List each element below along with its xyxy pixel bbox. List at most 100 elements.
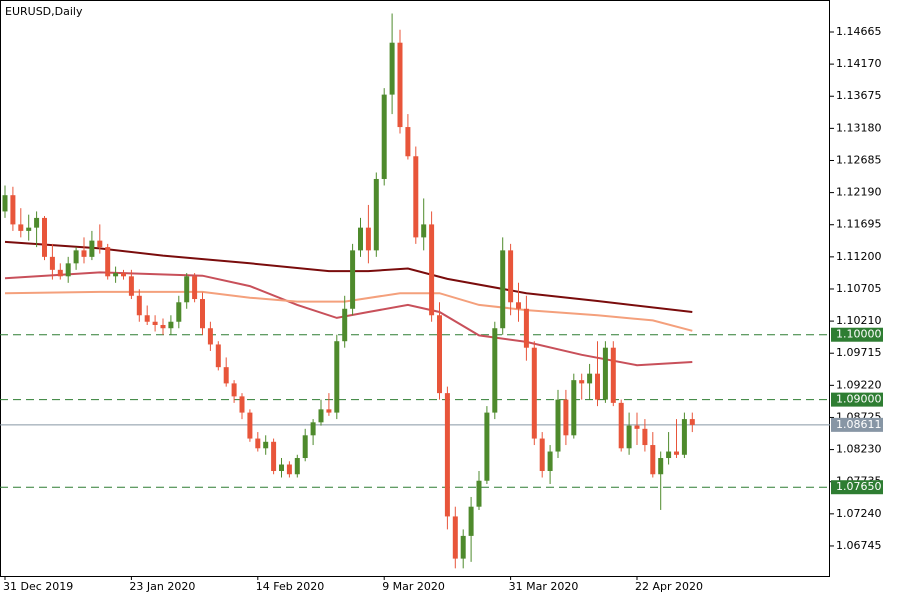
candle-body [263, 441, 269, 449]
candle-body [642, 428, 648, 446]
candle-body [358, 227, 363, 251]
candle-body [429, 224, 435, 316]
plot-frame [0, 0, 830, 577]
candle-body [381, 94, 387, 179]
level-label: 1.09000 [836, 393, 882, 406]
candle-body [476, 480, 482, 507]
candle-body [2, 195, 8, 212]
candle-body [500, 250, 506, 329]
x-tick-label: 14 Feb 2020 [256, 580, 324, 593]
candle-body [97, 240, 103, 248]
candle-body [26, 227, 32, 231]
y-tick-label: 1.11200 [836, 250, 882, 263]
candle-body [65, 263, 71, 277]
y-tick-label: 1.13675 [836, 89, 882, 102]
candle-body [626, 425, 632, 449]
candle-body [207, 328, 213, 345]
candle-body [421, 224, 427, 238]
candle-body [342, 308, 348, 342]
candle-body [587, 373, 593, 384]
y-tick-label: 1.08230 [836, 443, 882, 456]
candle-body [73, 250, 79, 264]
candle-body [334, 341, 340, 413]
candle-body [579, 380, 585, 384]
y-tick-label: 1.07240 [836, 507, 882, 520]
candle-body [452, 516, 458, 559]
y-tick-label: 1.06745 [836, 539, 882, 552]
current-price-box [831, 417, 883, 432]
y-tick-label: 1.14665 [836, 25, 882, 38]
candle-body [634, 425, 640, 429]
x-tick-label: 9 Mar 2020 [382, 580, 445, 593]
candle-body [10, 195, 16, 225]
candle-body [508, 250, 514, 303]
candle-body [239, 396, 245, 413]
candle-body [595, 373, 600, 400]
y-tick-label: 1.14170 [836, 57, 882, 70]
candle-body [555, 399, 561, 452]
candle-body [618, 402, 624, 449]
moving-average [4, 271, 693, 367]
candle-body [681, 419, 687, 455]
candle-body [152, 321, 158, 325]
moving-average [4, 290, 693, 332]
candle-body [49, 256, 55, 270]
y-tick-label: 1.13180 [836, 121, 882, 134]
candle-body [539, 438, 545, 472]
candle-body [286, 464, 292, 475]
candle-body [105, 247, 111, 277]
candle-body [650, 445, 656, 475]
candle-body [89, 240, 95, 257]
candle-body [460, 535, 466, 559]
candle-body [689, 419, 695, 425]
candle-body [192, 276, 198, 300]
candle-body [674, 451, 679, 455]
x-tick-label: 23 Jan 2020 [129, 580, 195, 593]
candle-body [373, 178, 379, 251]
y-tick-label: 1.12685 [836, 153, 882, 166]
candle-body [18, 224, 24, 231]
candle-body [168, 321, 174, 329]
candle-body [255, 438, 261, 449]
candle-body [571, 380, 577, 436]
y-tick-label: 1.09715 [836, 346, 882, 359]
level-box [831, 392, 883, 407]
level-box [831, 327, 883, 342]
candle-body [547, 451, 553, 472]
candle-body [223, 367, 229, 384]
level-label: 1.10000 [836, 328, 882, 341]
candle-body [468, 506, 474, 536]
chart-title: EURUSD,Daily [5, 5, 83, 18]
candle-body [563, 399, 569, 436]
candle-body [610, 347, 616, 403]
y-tick-label: 1.09220 [836, 378, 882, 391]
candle-body [444, 393, 450, 517]
candle-body [113, 273, 119, 277]
candle-body [326, 409, 332, 413]
candle-body [34, 217, 40, 228]
current-price-label: 1.08611 [836, 418, 882, 431]
candle-body [121, 273, 126, 277]
moving-average [4, 240, 693, 313]
candle-body [160, 324, 166, 329]
y-tick-label: 1.10705 [836, 282, 882, 295]
candle-body [405, 127, 411, 157]
candle-body [492, 328, 498, 413]
candle-body [200, 299, 205, 329]
candle-body [658, 458, 664, 475]
candle-body [389, 42, 395, 95]
candle-body [350, 250, 356, 309]
candle-body [215, 344, 221, 368]
candle-body [57, 269, 63, 277]
candle-body [184, 276, 190, 303]
candle-body [310, 422, 316, 436]
y-tick-label: 1.12190 [836, 186, 882, 199]
candle-body [247, 412, 253, 439]
candle-body [437, 315, 442, 394]
candle-body [42, 217, 47, 257]
candle-body [531, 347, 537, 439]
y-tick-label: 1.10210 [836, 314, 882, 327]
candle-body [484, 412, 490, 481]
